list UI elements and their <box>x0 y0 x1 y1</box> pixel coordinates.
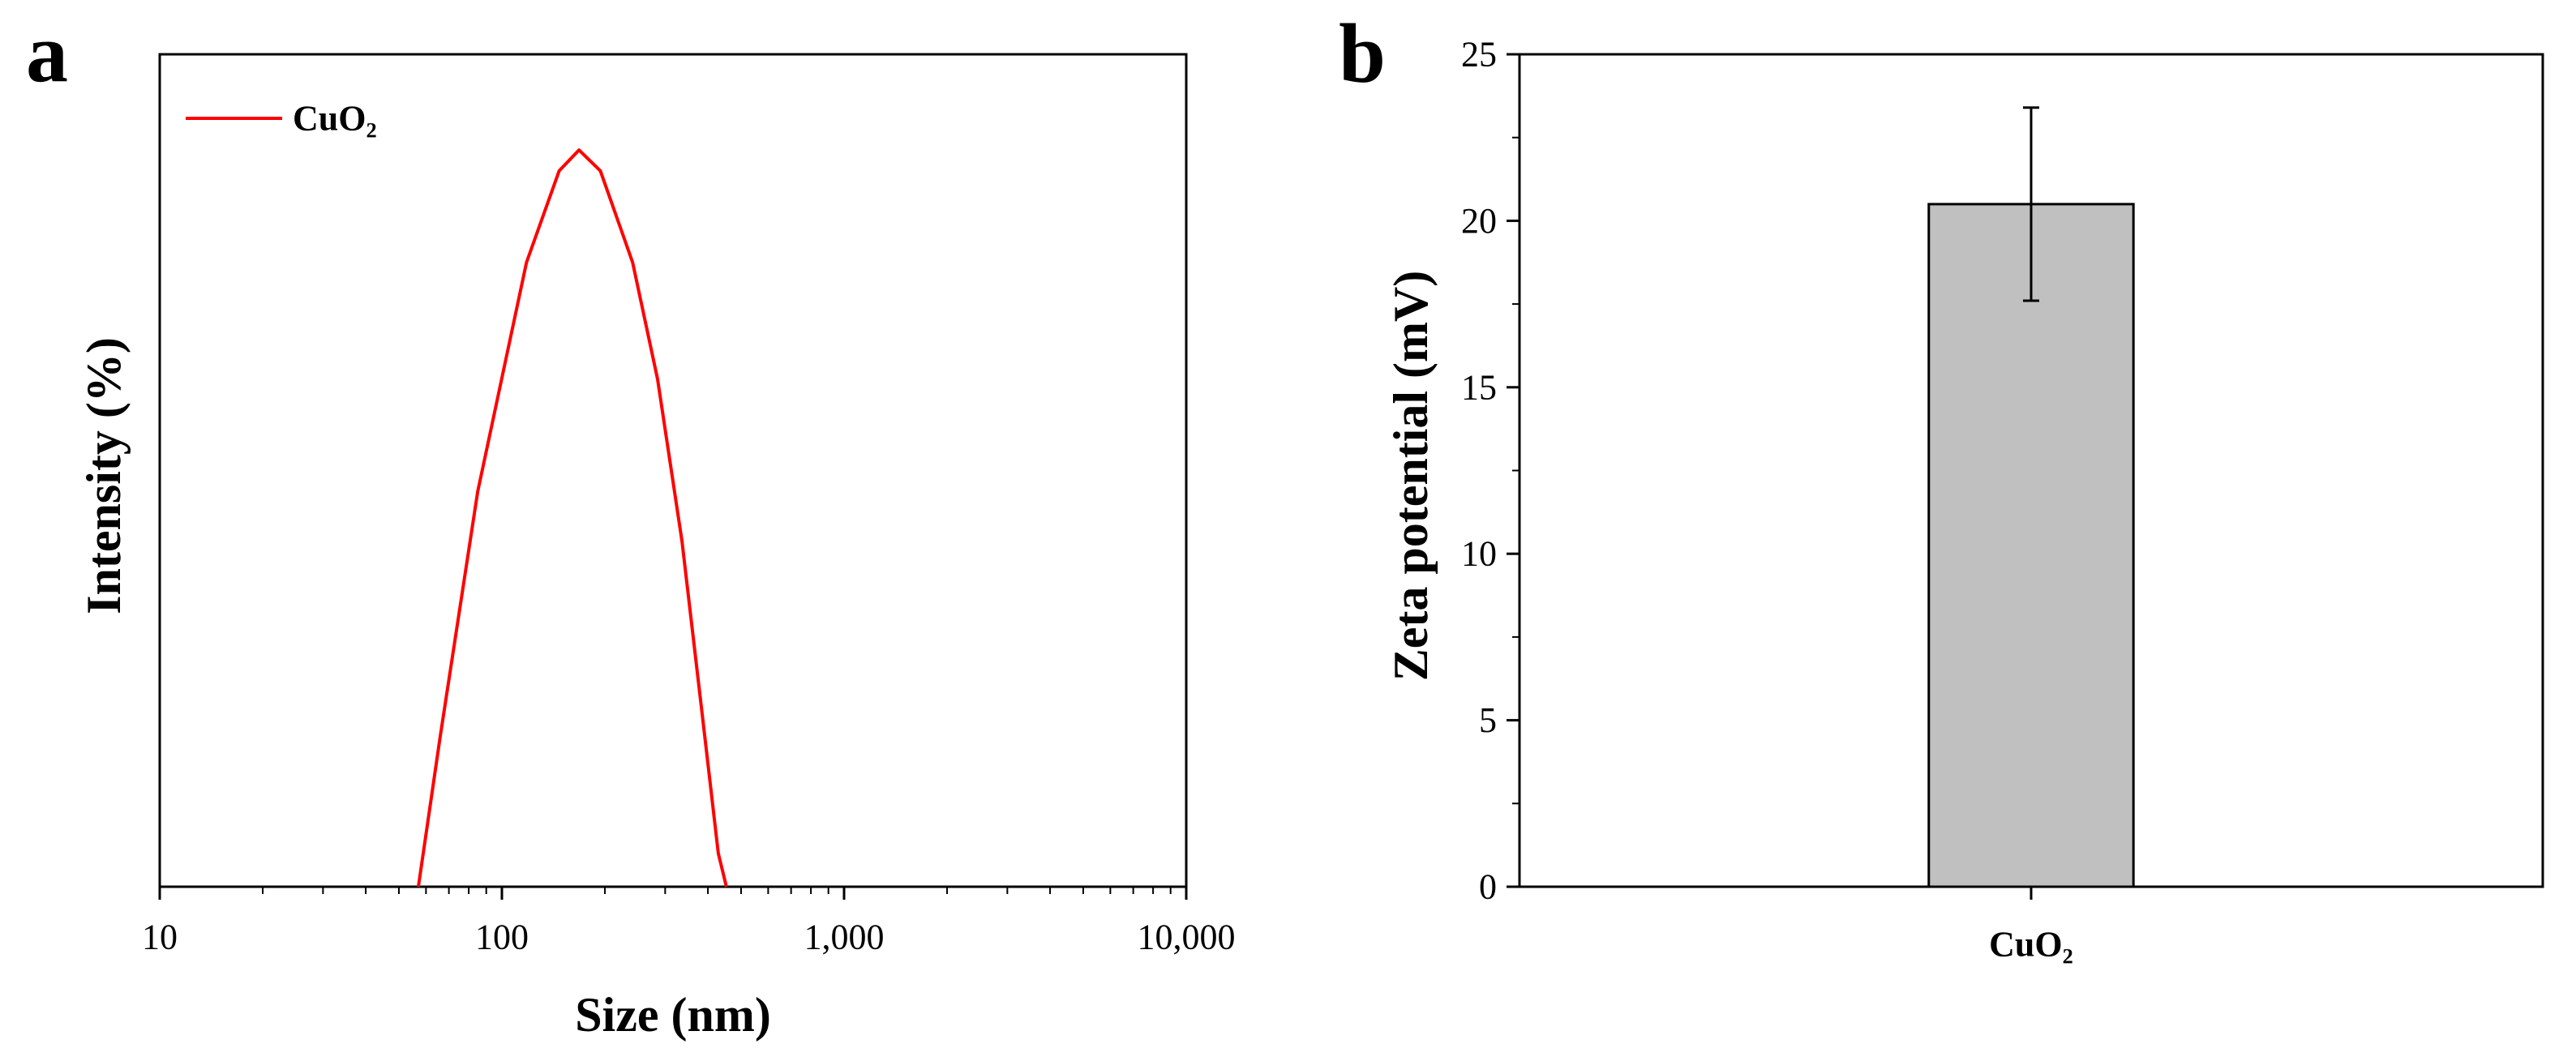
y-tick-label: 5 <box>1479 700 1497 740</box>
y-tick-label: 0 <box>1479 867 1497 907</box>
x-tick-label: 10,000 <box>1138 918 1236 957</box>
panel-label: a <box>26 7 68 101</box>
x-tick-label: 100 <box>475 918 529 957</box>
y-tick-label: 15 <box>1461 367 1497 407</box>
x-axis-label: Size (nm) <box>575 988 771 1042</box>
y-axis-label: Intensity (%) <box>77 337 131 614</box>
y-tick-label: 20 <box>1461 201 1497 241</box>
line <box>416 148 728 888</box>
x-tick-label: 10 <box>142 918 178 957</box>
y-axis-label: Zeta potential (mV) <box>1384 271 1438 682</box>
bar <box>1927 203 2135 888</box>
y-tick-label: 25 <box>1461 35 1497 75</box>
legend-label: CuO₂ <box>293 99 377 139</box>
panel-label: b <box>1339 7 1386 101</box>
error-bar <box>2023 106 2039 302</box>
y-tick-label: 10 <box>1461 534 1497 574</box>
x-tick-label: 1,000 <box>804 918 885 957</box>
plot-frame <box>158 53 1188 888</box>
x-tick-label: CuO₂ <box>1989 925 2073 965</box>
